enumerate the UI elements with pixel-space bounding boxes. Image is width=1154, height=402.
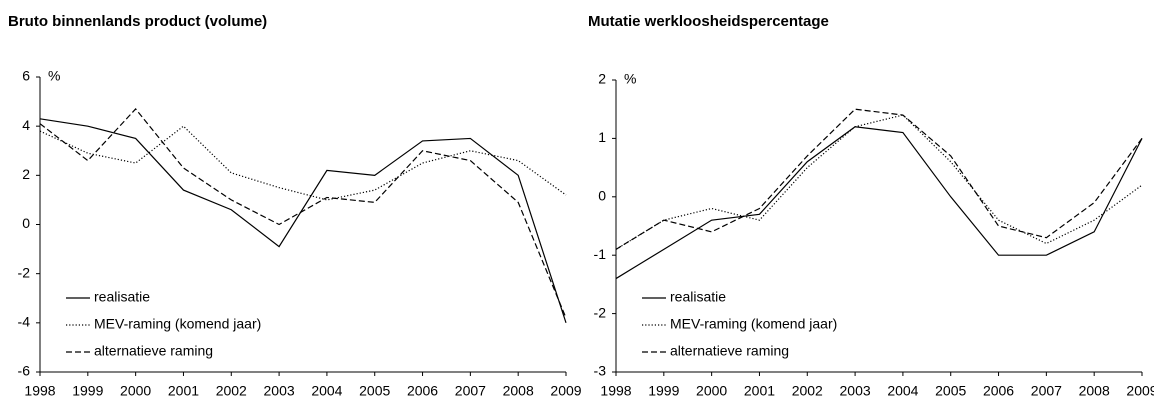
x-tick-label: 2009 [1126, 383, 1154, 399]
chart-title: Bruto binnenlands product (volume) [8, 13, 267, 30]
x-tick-label: 2006 [983, 383, 1014, 399]
x-tick-label: 2002 [792, 383, 823, 399]
x-tick-label: 2004 [311, 383, 342, 399]
x-tick-label: 1998 [24, 383, 55, 399]
x-tick-label: 2003 [264, 383, 295, 399]
y-tick-label: 2 [22, 166, 30, 182]
x-tick-label: 2003 [840, 383, 871, 399]
legend-label: realisatie [94, 289, 150, 305]
x-tick-label: 2005 [935, 383, 966, 399]
x-tick-label: 2000 [696, 383, 727, 399]
legend-label: MEV-raming (komend jaar) [670, 316, 837, 332]
y-tick-label: 4 [22, 117, 30, 133]
x-tick-label: 2007 [1031, 383, 1062, 399]
legend-label: realisatie [670, 289, 726, 305]
series-line [615, 126, 1143, 280]
series-line [39, 125, 567, 201]
x-tick-label: 2006 [407, 383, 438, 399]
x-tick-label: 2009 [550, 383, 581, 399]
y-tick-label: 2 [598, 71, 606, 87]
x-tick-label: 2005 [359, 383, 390, 399]
chart-title: Mutatie werkloosheidspercentage [588, 13, 829, 30]
y-tick-label: -2 [18, 264, 31, 280]
y-axis-label: % [624, 71, 636, 87]
y-axis-label: % [48, 68, 60, 84]
y-tick-label: 6 [22, 68, 30, 84]
x-tick-label: 2004 [887, 383, 918, 399]
x-tick-label: 1999 [648, 383, 679, 399]
x-tick-label: 2002 [216, 383, 247, 399]
x-tick-label: 1999 [72, 383, 103, 399]
y-tick-label: 1 [598, 129, 606, 145]
series-line [615, 114, 1143, 250]
y-tick-label: 0 [598, 188, 606, 204]
legend-label: MEV-raming (komend jaar) [94, 316, 261, 332]
x-tick-label: 2008 [1079, 383, 1110, 399]
series-line [39, 118, 567, 324]
series-line [39, 108, 567, 319]
x-tick-label: 2008 [503, 383, 534, 399]
x-tick-label: 2000 [120, 383, 151, 399]
y-tick-label: 0 [22, 215, 30, 231]
y-tick-label: -6 [18, 363, 31, 379]
x-tick-label: 2001 [168, 383, 199, 399]
y-tick-label: -4 [18, 314, 31, 330]
x-tick-label: 2007 [455, 383, 486, 399]
x-tick-label: 1998 [600, 383, 631, 399]
x-tick-label: 2001 [744, 383, 775, 399]
legend-label: alternatieve raming [670, 343, 789, 359]
y-tick-label: -2 [594, 304, 607, 320]
series-line [615, 108, 1143, 250]
legend-label: alternatieve raming [94, 343, 213, 359]
y-tick-label: -1 [594, 246, 607, 262]
y-tick-label: -3 [594, 363, 607, 379]
